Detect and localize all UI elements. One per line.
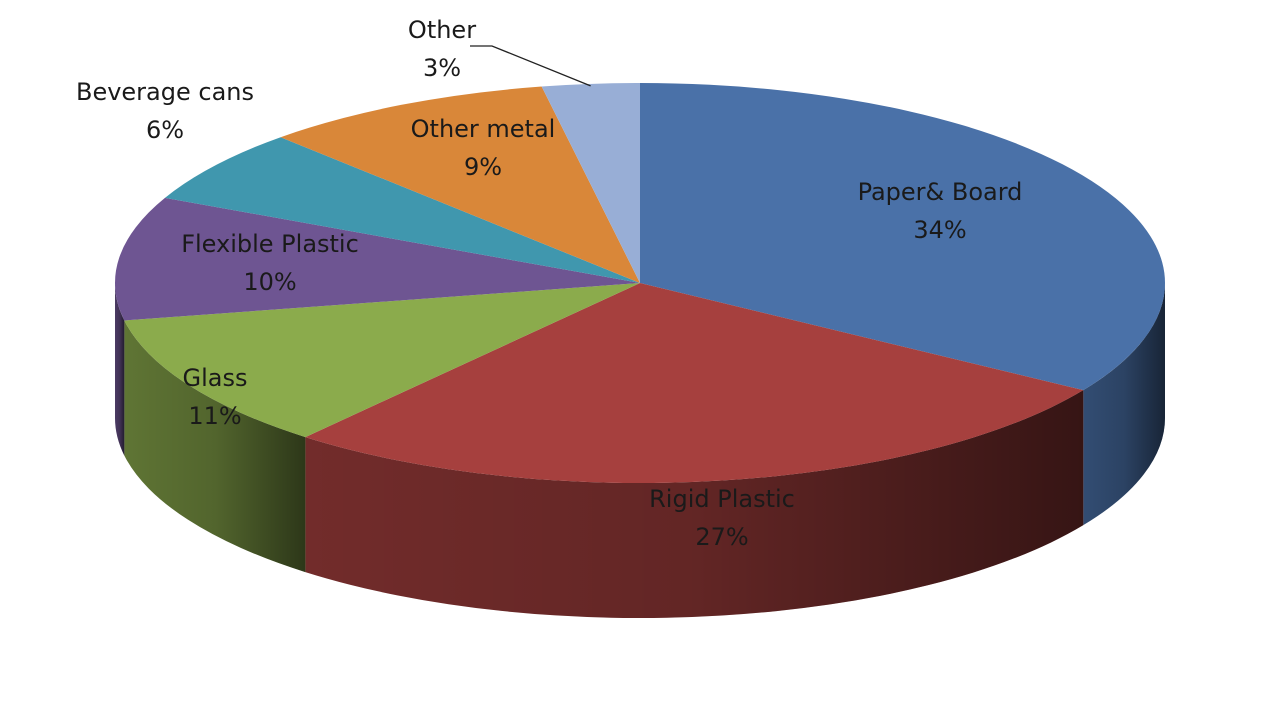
slice-label-flexible-plastic: Flexible Plastic 10% bbox=[181, 230, 359, 296]
pie-top bbox=[114, 83, 1166, 483]
slice-percent-rigid-plastic: 27% bbox=[695, 523, 748, 551]
pie-slice-rigid-plastic bbox=[305, 283, 1084, 483]
pie-slice-paper-board bbox=[640, 83, 1166, 391]
pie-sides bbox=[115, 283, 1165, 618]
slice-name-glass: Glass bbox=[183, 364, 248, 392]
slice-label-other: Other 3% bbox=[408, 16, 476, 82]
pie-slice-flexible-plastic bbox=[114, 197, 640, 321]
slice-percent-paper-board: 34% bbox=[913, 216, 966, 244]
pie-slice-glass bbox=[124, 283, 641, 438]
pie-side-shade-glass bbox=[124, 320, 306, 573]
pie-slice-other bbox=[541, 83, 640, 283]
slice-label-paper-board: Paper& Board 34% bbox=[858, 178, 1023, 244]
pie-slice-other-metal bbox=[280, 86, 640, 283]
slice-name-other-metal: Other metal bbox=[411, 115, 556, 143]
slice-name-other: Other bbox=[408, 16, 476, 44]
pie-labels: Paper& Board 34% Rigid Plastic 27% Glass 11% F… bbox=[76, 16, 1022, 551]
slice-label-other-metal: Other metal 9% bbox=[411, 115, 556, 181]
slice-percent-other: 3% bbox=[423, 54, 461, 82]
slice-name-flexible-plastic: Flexible Plastic bbox=[181, 230, 359, 258]
pie-side-shade-flexible-plastic bbox=[115, 283, 125, 456]
slice-name-rigid-plastic: Rigid Plastic bbox=[649, 485, 795, 513]
slice-label-beverage-cans: Beverage cans 6% bbox=[76, 78, 254, 144]
slice-percent-flexible-plastic: 10% bbox=[243, 268, 296, 296]
pie-side-shade-rigid-plastic bbox=[305, 390, 1084, 618]
pie-side-shade-paper-board bbox=[1083, 283, 1165, 526]
slice-label-rigid-plastic: Rigid Plastic 27% bbox=[649, 485, 795, 551]
leader-line-other bbox=[470, 45, 591, 87]
slice-name-paper-board: Paper& Board bbox=[858, 178, 1023, 206]
slice-percent-other-metal: 9% bbox=[464, 153, 502, 181]
pie-slice-beverage-cans bbox=[164, 137, 640, 283]
slice-name-beverage-cans: Beverage cans bbox=[76, 78, 254, 106]
slice-percent-glass: 11% bbox=[188, 402, 241, 430]
slice-percent-beverage-cans: 6% bbox=[146, 116, 184, 144]
slice-label-glass: Glass 11% bbox=[183, 364, 248, 430]
